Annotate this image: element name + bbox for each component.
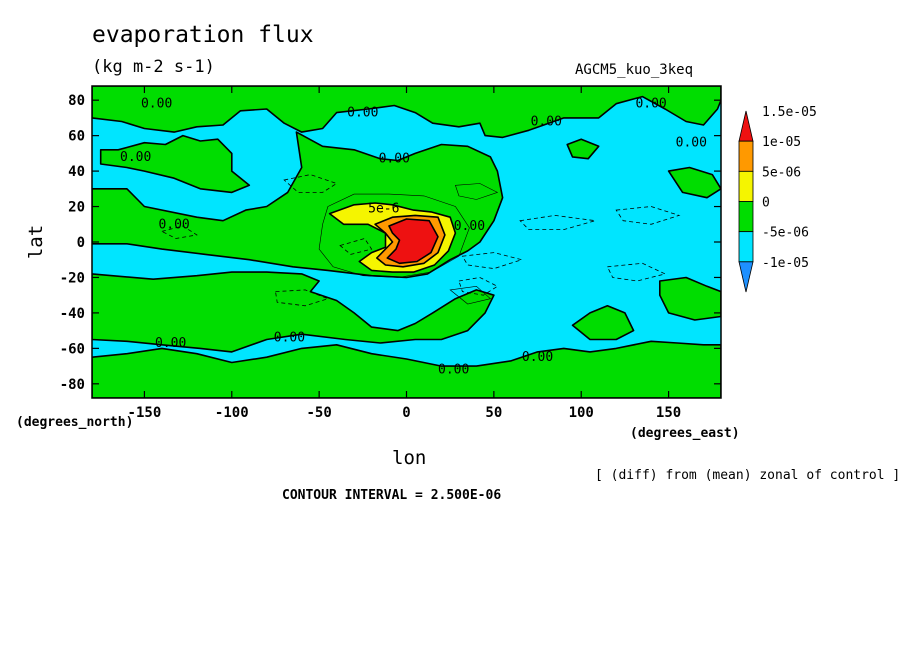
y-tick-label-8: 80 bbox=[68, 93, 85, 109]
contour-label-6: 0.00 bbox=[676, 136, 707, 151]
colorbar-segment-3 bbox=[738, 170, 754, 202]
colorbar-label-5: 1.5e-05 bbox=[762, 105, 817, 120]
green-region-4 bbox=[92, 340, 721, 398]
x-tick-label-1: -100 bbox=[215, 405, 249, 421]
dashed-contour-5 bbox=[615, 206, 681, 225]
contour-label-3: 0.00 bbox=[635, 97, 666, 112]
run-label: AGCM5_kuo_3keq bbox=[575, 62, 694, 78]
green-region-3 bbox=[92, 271, 495, 353]
contour-label-4: 0.00 bbox=[120, 150, 151, 165]
green-region-6 bbox=[658, 276, 721, 321]
contour-label-0: 0.00 bbox=[141, 97, 172, 112]
green-region-7 bbox=[566, 138, 600, 160]
thin-contour-1 bbox=[454, 183, 499, 200]
x-tick-label-2: -50 bbox=[306, 405, 331, 421]
colorbar-segment-4 bbox=[738, 140, 754, 172]
dashed-contour-1 bbox=[275, 289, 330, 307]
x-axis: -150 -100 -50 0 50 100 150 bbox=[128, 86, 681, 421]
x-axis-units: (degrees_east) bbox=[630, 426, 740, 441]
colorbar-segment-1 bbox=[738, 231, 754, 263]
dashed-contour-8 bbox=[339, 238, 373, 255]
y-tick-label-7: 60 bbox=[68, 129, 85, 145]
contour-label-8: 0.00 bbox=[454, 219, 485, 234]
contour-label-10: 0.00 bbox=[155, 336, 186, 351]
contour-interval: CONTOUR INTERVAL = 2.500E-06 bbox=[282, 488, 502, 503]
red-region-0 bbox=[386, 218, 439, 265]
contour-label-5: 0.00 bbox=[379, 152, 410, 167]
y-tick-label-1: -60 bbox=[60, 341, 85, 357]
contour-label-13: 0.00 bbox=[438, 363, 469, 378]
x-tick-label-3: 0 bbox=[402, 405, 410, 421]
filled-regions bbox=[92, 86, 721, 398]
green-region-5 bbox=[571, 304, 635, 341]
y-tick-label-3: -20 bbox=[60, 270, 85, 286]
thin-contours bbox=[318, 183, 499, 305]
y-axis: -80 -60 -40 -20 0 20 40 60 80 bbox=[60, 93, 721, 393]
x-axis-label: lon bbox=[392, 447, 427, 469]
colorbar-label-2: 0 bbox=[762, 196, 770, 211]
colorbar-label-0: -1e-05 bbox=[762, 256, 809, 271]
y-tick-label-2: -40 bbox=[60, 306, 85, 322]
y-tick-label-4: 0 bbox=[77, 235, 85, 251]
x-tick-label-5: 100 bbox=[569, 405, 594, 421]
x-tick-label-0: -150 bbox=[128, 405, 162, 421]
green-region-8 bbox=[667, 166, 721, 199]
x-tick-label-4: 50 bbox=[485, 405, 502, 421]
green-region-0 bbox=[92, 86, 721, 139]
contour-label-12: 0.00 bbox=[522, 350, 553, 365]
chart-subtitle: (kg m-2 s-1) bbox=[92, 57, 215, 77]
y-axis-units: (degrees_north) bbox=[16, 415, 134, 430]
colorbar-segment-0 bbox=[738, 261, 754, 293]
colorbar: -1e-05 -5e-06 0 5e-06 1e-05 1.5e-05 bbox=[738, 105, 817, 293]
colorbar-label-1: -5e-06 bbox=[762, 226, 809, 241]
contour-label-2: 0.00 bbox=[531, 114, 562, 129]
thin-contour-0 bbox=[318, 193, 470, 278]
contour-label-11: 0.00 bbox=[274, 331, 305, 346]
colorbar-label-4: 1e-05 bbox=[762, 135, 801, 150]
y-tick-label-0: -80 bbox=[60, 377, 85, 393]
y-axis-label: lat bbox=[25, 225, 47, 259]
colorbar-label-3: 5e-06 bbox=[762, 165, 801, 180]
dashed-contour-4 bbox=[519, 214, 596, 231]
x-tick-label-6: 150 bbox=[656, 405, 681, 421]
y-tick-label-6: 40 bbox=[68, 164, 85, 180]
colorbar-segment-5 bbox=[738, 110, 754, 142]
colorbar-segment-2 bbox=[738, 201, 754, 233]
green-region-1 bbox=[99, 134, 251, 194]
dashed-contour-2 bbox=[458, 277, 499, 296]
thin-contour-2 bbox=[449, 285, 492, 305]
negative-contours bbox=[160, 174, 681, 307]
dashed-contour-7 bbox=[160, 225, 198, 239]
comparison-note: [ (diff) from (mean) zonal of control ] bbox=[595, 468, 901, 483]
contour-labels: 0.00 0.00 0.00 0.00 0.00 0.00 0.00 0.00 0.00 5e-6… bbox=[120, 97, 707, 378]
dashed-contour-0 bbox=[283, 174, 338, 193]
contour-label-7: 0.00 bbox=[158, 217, 189, 232]
chart-title: evaporation flux bbox=[92, 22, 314, 48]
dashed-contour-6 bbox=[606, 262, 667, 282]
contour-label-1: 0.00 bbox=[347, 106, 378, 121]
y-tick-label-5: 20 bbox=[68, 200, 85, 216]
contour-label-9: 5e-6 bbox=[368, 201, 399, 216]
